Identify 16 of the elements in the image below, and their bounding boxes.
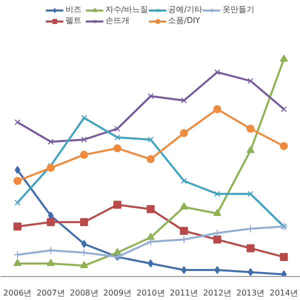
legend-label: 손뜨개 — [105, 15, 130, 26]
x-tick-label: 2014년 — [270, 288, 298, 298]
x-tick-label: 2013년 — [236, 288, 265, 298]
x-tick-label: 2011년 — [170, 288, 198, 298]
legend-label: 소품/DIY — [168, 15, 200, 26]
legend-label: 공예/기타 — [168, 4, 203, 15]
x-tick-label: 2010년 — [136, 288, 165, 298]
legend-label: 비즈 — [65, 4, 82, 15]
x-tick-label: 2006년 — [3, 288, 32, 298]
legend-label: 옷만들기 — [222, 4, 255, 15]
x-tick-label: 2012년 — [203, 288, 232, 298]
x-tick-label: 2008년 — [70, 288, 98, 298]
legend-label: 펠트 — [65, 15, 82, 26]
legend-label: 자수/바느질 — [105, 4, 148, 15]
x-tick-label: 2009년 — [103, 288, 132, 298]
x-tick-label: 2007년 — [36, 288, 65, 298]
